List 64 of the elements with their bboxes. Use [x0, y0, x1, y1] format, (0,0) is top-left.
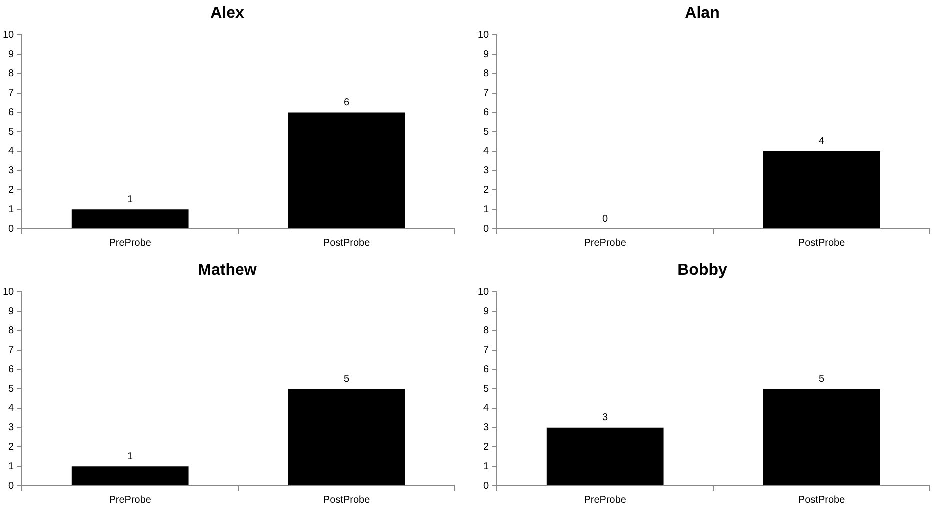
y-tick-label: 9 — [484, 306, 490, 318]
y-tick-label: 0 — [484, 480, 490, 492]
y-tick-label: 7 — [484, 88, 490, 100]
y-tick-label: 10 — [3, 30, 15, 41]
data-label: 1 — [128, 194, 134, 206]
y-tick-label: 8 — [484, 68, 490, 80]
y-tick-label: 3 — [484, 422, 490, 434]
y-tick-label: 1 — [8, 461, 15, 472]
y-tick-label: 6 — [8, 107, 15, 118]
y-tick-label: 10 — [3, 286, 15, 298]
y-tick-label: 3 — [8, 422, 15, 434]
x-tick-label: PreProbe — [109, 238, 152, 249]
data-label: 4 — [819, 136, 825, 148]
x-tick-label: PostProbe — [323, 238, 371, 249]
chart-title: Bobby — [678, 262, 728, 280]
y-tick-label: 7 — [8, 345, 15, 356]
y-tick-label: 8 — [8, 326, 15, 337]
chart-title: Alan — [685, 5, 720, 22]
y-tick-label: 5 — [484, 384, 490, 395]
y-tick-label: 0 — [484, 224, 490, 235]
y-tick-label: 0 — [8, 480, 15, 492]
chart-title: Mathew — [198, 262, 258, 280]
y-tick-label: 2 — [484, 442, 490, 453]
y-tick-label: 3 — [484, 166, 490, 177]
y-tick-label: 10 — [478, 30, 490, 41]
y-tick-label: 8 — [8, 68, 15, 80]
y-tick-label: 7 — [8, 88, 15, 100]
y-tick-label: 1 — [484, 461, 490, 472]
y-tick-label: 1 — [8, 204, 15, 216]
x-tick-label: PostProbe — [798, 494, 846, 506]
y-tick-label: 9 — [484, 49, 490, 60]
y-tick-label: 0 — [8, 224, 15, 235]
y-tick-label: 2 — [484, 184, 490, 196]
y-tick-label: 8 — [484, 326, 490, 337]
y-tick-label: 1 — [484, 204, 490, 216]
x-tick-label: PostProbe — [798, 238, 846, 249]
data-label: 6 — [344, 97, 350, 108]
y-tick-label: 5 — [484, 126, 490, 138]
data-label: 0 — [602, 214, 609, 225]
y-tick-label: 2 — [8, 184, 15, 196]
y-tick-label: 6 — [8, 364, 15, 376]
data-label: 3 — [602, 412, 609, 424]
y-tick-label: 6 — [484, 364, 490, 376]
y-tick-label: 5 — [8, 126, 15, 138]
x-tick-label: PreProbe — [109, 494, 152, 506]
y-tick-label: 4 — [8, 403, 15, 414]
y-tick-label: 10 — [478, 286, 490, 298]
y-tick-label: 9 — [8, 49, 15, 60]
y-tick-label: 6 — [484, 107, 490, 118]
x-tick-label: PreProbe — [584, 494, 627, 506]
y-tick-label: 7 — [484, 345, 490, 356]
x-tick-label: PostProbe — [323, 494, 371, 506]
y-tick-label: 4 — [8, 146, 15, 158]
data-label: 5 — [819, 374, 825, 385]
y-tick-label: 4 — [484, 403, 490, 414]
data-label: 5 — [344, 374, 350, 385]
chart-title: Alex — [210, 5, 244, 22]
y-tick-label: 9 — [8, 306, 15, 318]
y-tick-label: 4 — [484, 146, 490, 158]
x-tick-label: PreProbe — [584, 238, 627, 249]
y-tick-label: 5 — [8, 384, 15, 395]
y-tick-label: 2 — [8, 442, 15, 453]
data-label: 1 — [128, 451, 134, 462]
y-tick-label: 3 — [8, 166, 15, 177]
